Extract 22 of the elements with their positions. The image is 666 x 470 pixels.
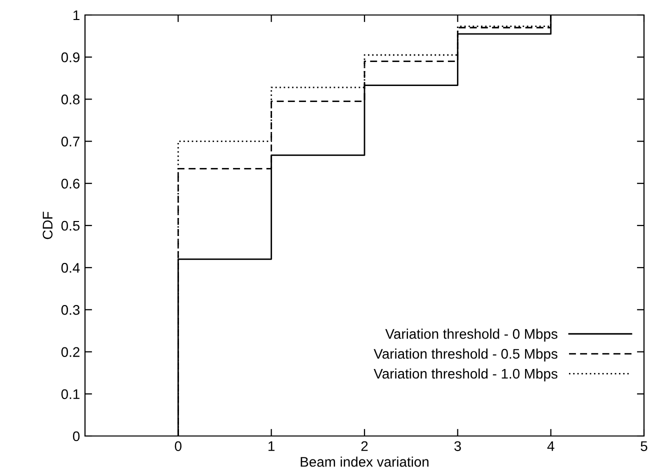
legend-label: Variation threshold - 0 Mbps: [385, 328, 558, 342]
x-tick-label: 0: [174, 441, 182, 452]
y-tick-label: 0.5: [61, 220, 80, 231]
y-tick-label: 0.2: [61, 347, 80, 357]
x-tick-label: 2: [361, 441, 368, 451]
y-tick-label: 0.9: [61, 52, 80, 62]
y-tick-label: 0.6: [61, 178, 80, 189]
x-tick-label: 3: [454, 441, 461, 452]
x-tick-label: 5: [640, 441, 648, 452]
legend-label: Variation threshold - 1.0 Mbps: [374, 368, 558, 382]
x-axis-title: Beam index variation: [300, 456, 428, 467]
y-tick-label: 0.3: [61, 305, 80, 315]
y-tick-label: 1: [73, 10, 80, 20]
y-axis-title: CDF: [42, 212, 53, 240]
y-tick-label: 0.7: [61, 136, 80, 146]
x-tick-label: 1: [268, 441, 275, 451]
legend-label: Variation threshold - 0.5 Mbps: [374, 348, 558, 362]
y-tick-label: 0: [72, 431, 80, 442]
y-tick-label: 0.8: [61, 94, 80, 104]
y-tick-label: 0.1: [61, 389, 80, 400]
y-tick-label: 0.4: [61, 262, 80, 273]
x-tick-label: 4: [547, 441, 554, 451]
